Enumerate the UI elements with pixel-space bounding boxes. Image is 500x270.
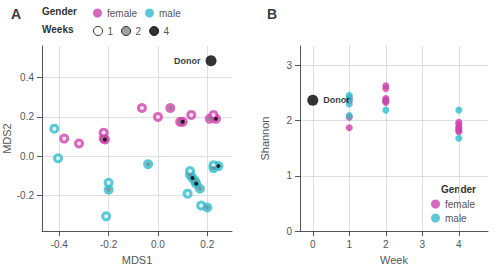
- svg-text:Donor: Donor: [174, 56, 201, 66]
- svg-text:4: 4: [456, 239, 462, 250]
- svg-text:MDS2: MDS2: [1, 123, 13, 154]
- svg-text:0: 0: [286, 226, 292, 237]
- svg-text:Shannon: Shannon: [259, 117, 271, 161]
- svg-text:male: male: [159, 8, 181, 19]
- svg-text:4: 4: [164, 26, 170, 37]
- svg-text:MDS1: MDS1: [122, 254, 153, 266]
- svg-text:0.2: 0.2: [20, 111, 34, 122]
- svg-text:2: 2: [383, 239, 389, 250]
- svg-text:1: 1: [347, 239, 353, 250]
- svg-text:0.4: 0.4: [20, 72, 34, 83]
- svg-text:Gender: Gender: [42, 6, 77, 17]
- svg-text:Gender: Gender: [441, 184, 476, 195]
- svg-text:3: 3: [286, 60, 292, 71]
- svg-text:Week: Week: [380, 254, 408, 266]
- svg-text:0.2: 0.2: [200, 239, 214, 250]
- svg-text:-0.2: -0.2: [100, 239, 118, 250]
- svg-text:B: B: [267, 6, 277, 22]
- svg-text:0.0: 0.0: [20, 151, 34, 162]
- svg-text:female: female: [445, 199, 475, 210]
- svg-text:male: male: [445, 213, 467, 224]
- svg-text:-0.4: -0.4: [51, 239, 69, 250]
- svg-text:1: 1: [286, 170, 292, 181]
- svg-text:Donor: Donor: [323, 95, 350, 105]
- svg-text:A: A: [11, 6, 21, 22]
- svg-text:0.0: 0.0: [151, 239, 165, 250]
- svg-text:1: 1: [108, 26, 114, 37]
- svg-text:0: 0: [310, 239, 316, 250]
- svg-text:2: 2: [136, 26, 142, 37]
- svg-text:2: 2: [286, 115, 292, 126]
- svg-text:Weeks: Weeks: [42, 24, 74, 35]
- svg-text:female: female: [107, 8, 137, 19]
- svg-text:-0.2: -0.2: [17, 190, 35, 201]
- svg-text:3: 3: [420, 239, 426, 250]
